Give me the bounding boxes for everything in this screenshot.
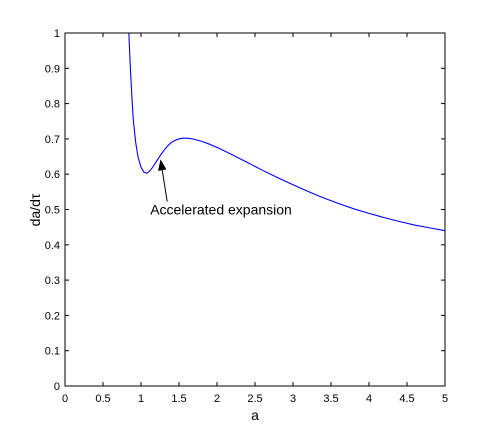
y-tick-label: 0.1 — [45, 346, 60, 358]
x-tick-label: 4 — [366, 393, 372, 405]
y-tick-label: 0.5 — [45, 205, 60, 217]
y-tick-label: 0.2 — [45, 310, 60, 322]
y-axis-label: da/dτ — [27, 193, 43, 226]
x-tick-label: 2 — [214, 393, 220, 405]
x-tick-label: 1 — [138, 393, 144, 405]
x-tick-label: 4.5 — [399, 393, 414, 405]
y-tick-label: 0 — [54, 381, 60, 393]
annotation-arrowhead — [158, 159, 167, 171]
y-tick-label: 0.7 — [45, 134, 60, 146]
series-line — [128, 32, 446, 232]
plot-area-background — [65, 33, 445, 386]
x-tick-label: 2.5 — [247, 393, 262, 405]
x-tick-label: 3.5 — [323, 393, 338, 405]
x-tick-label: 3 — [290, 393, 296, 405]
plot-frame — [64, 32, 446, 387]
x-tick-label: 0.5 — [95, 393, 110, 405]
y-tick-label: 0.4 — [45, 240, 60, 252]
x-tick-label: 0 — [62, 393, 68, 405]
y-tick-label: 0.3 — [45, 275, 60, 287]
x-tick-label: 5 — [442, 393, 448, 405]
y-tick-label: 0.6 — [45, 169, 60, 181]
y-tick-label: 0.9 — [45, 63, 60, 75]
x-axis-label: a — [251, 407, 259, 423]
y-tick-label: 1 — [54, 28, 60, 40]
tick-labels: 0 0.5 1 1.5 2 2.5 3 3.5 4 4.5 5 0 0.1 0.2 0.3 0.4 0.5 0.6… — [45, 28, 448, 405]
x-tick-label: 1.5 — [171, 393, 186, 405]
annotation-text: Accelerated expansion — [150, 202, 292, 218]
y-tick-label: 0.8 — [45, 99, 60, 111]
